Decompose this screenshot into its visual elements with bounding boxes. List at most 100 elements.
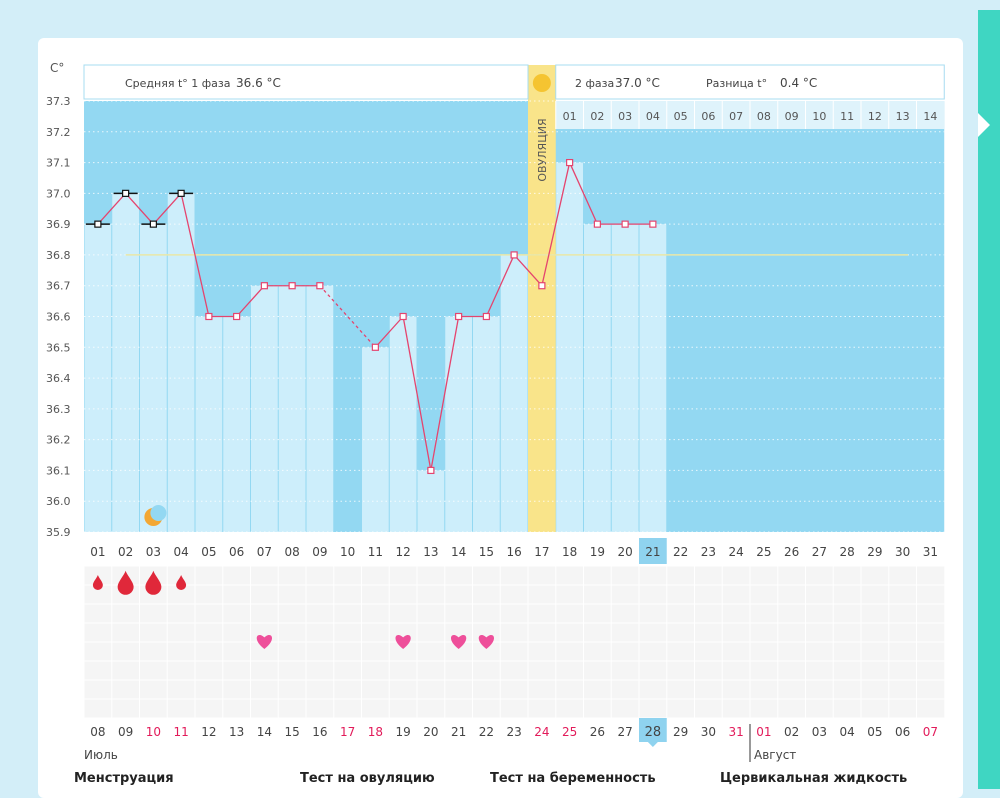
- calendar-date[interactable]: 27: [617, 725, 632, 739]
- cycle-day-label[interactable]: 01: [90, 545, 105, 559]
- cycle-day-label[interactable]: 09: [312, 545, 327, 559]
- calendar-date[interactable]: 05: [867, 725, 882, 739]
- calendar-date[interactable]: 31: [728, 725, 743, 739]
- calendar-date[interactable]: 17: [340, 725, 355, 739]
- cycle-day-label[interactable]: 24: [728, 545, 743, 559]
- temperature-point[interactable]: [566, 158, 574, 167]
- heart-icon[interactable]: [478, 634, 495, 649]
- temperature-point[interactable]: [510, 251, 518, 259]
- cycle-day-label[interactable]: 11: [368, 545, 383, 559]
- calendar-date[interactable]: 09: [118, 725, 133, 739]
- today-highlight[interactable]: [639, 718, 667, 742]
- temperature-point[interactable]: [94, 220, 102, 228]
- calendar-date[interactable]: 02: [784, 725, 799, 739]
- calendar-date[interactable]: 26: [590, 725, 605, 739]
- temperature-point[interactable]: [649, 220, 657, 228]
- cycle-day-label[interactable]: 20: [617, 545, 632, 559]
- cycle-day-label[interactable]: 31: [923, 545, 938, 559]
- cycle-day-label[interactable]: 15: [479, 545, 494, 559]
- cycle-day-label[interactable]: 07: [257, 545, 272, 559]
- cycle-day-label[interactable]: 13: [423, 545, 438, 559]
- cycle-day-label[interactable]: 18: [562, 545, 577, 559]
- calendar-date[interactable]: 06: [895, 725, 910, 739]
- next-arrow-icon[interactable]: [978, 113, 990, 137]
- temperature-point[interactable]: [177, 189, 185, 197]
- heart-icon[interactable]: [256, 634, 273, 649]
- cycle-day-label[interactable]: 22: [673, 545, 688, 559]
- cycle-day-label[interactable]: 21: [645, 545, 660, 559]
- calendar-date[interactable]: 01: [756, 725, 771, 739]
- cycle-day-label[interactable]: 19: [590, 545, 605, 559]
- calendar-date[interactable]: 03: [812, 725, 827, 739]
- calendar-date[interactable]: 29: [673, 725, 688, 739]
- calendar-date[interactable]: 24: [534, 725, 549, 739]
- cycle-day-label[interactable]: 05: [201, 545, 216, 559]
- cycle-day-label[interactable]: 14: [451, 545, 466, 559]
- cycle-day-label[interactable]: 17: [534, 545, 549, 559]
- calendar-date[interactable]: 13: [229, 725, 244, 739]
- cycle-day-label[interactable]: 26: [784, 545, 799, 559]
- cycle-day-label[interactable]: 29: [867, 545, 882, 559]
- temperature-point[interactable]: [427, 466, 435, 475]
- cycle-day-label[interactable]: 10: [340, 545, 355, 559]
- calendar-date[interactable]: 20: [423, 725, 438, 739]
- temperature-bar: [362, 347, 389, 532]
- calendar-date[interactable]: 22: [479, 725, 494, 739]
- cycle-day-label[interactable]: 03: [146, 545, 161, 559]
- legend-item[interactable]: Тест на беременность: [490, 771, 656, 786]
- temperature-point[interactable]: [260, 282, 268, 290]
- cycle-day-label[interactable]: 30: [895, 545, 910, 559]
- temperature-point[interactable]: [288, 282, 296, 290]
- blood-drop-icon[interactable]: [176, 575, 187, 590]
- calendar-date[interactable]: 15: [284, 725, 299, 739]
- temperature-point[interactable]: [149, 220, 157, 228]
- calendar-date[interactable]: 04: [839, 725, 854, 739]
- calendar-date[interactable]: 28: [645, 725, 662, 740]
- calendar-date[interactable]: 08: [90, 725, 105, 739]
- cycle-day-label[interactable]: 27: [812, 545, 827, 559]
- calendar-date[interactable]: 11: [173, 725, 188, 739]
- heart-icon[interactable]: [450, 634, 467, 649]
- temperature-point[interactable]: [399, 312, 407, 321]
- cycle-day-label[interactable]: 16: [506, 545, 521, 559]
- cycle-day-label[interactable]: 25: [756, 545, 771, 559]
- calendar-date[interactable]: 19: [395, 725, 410, 739]
- cycle-day-label[interactable]: 06: [229, 545, 244, 559]
- temperature-point[interactable]: [482, 312, 490, 321]
- temperature-point[interactable]: [205, 312, 213, 321]
- cycle-day-label[interactable]: 12: [395, 545, 410, 559]
- calendar-date[interactable]: 25: [562, 725, 577, 739]
- temperature-point[interactable]: [538, 282, 546, 290]
- cycle-day-label[interactable]: 04: [173, 545, 188, 559]
- legend-item[interactable]: Тест на овуляцию: [300, 771, 435, 786]
- calendar-date[interactable]: 10: [146, 725, 161, 739]
- heart-icon[interactable]: [395, 634, 411, 649]
- temperature-point[interactable]: [371, 343, 379, 351]
- blood-drop-icon[interactable]: [145, 570, 162, 595]
- calendar-date[interactable]: 07: [923, 725, 938, 739]
- temperature-point[interactable]: [455, 312, 463, 321]
- temperature-point[interactable]: [593, 220, 601, 228]
- calendar-date[interactable]: 12: [201, 725, 216, 739]
- blood-drop-icon[interactable]: [92, 575, 103, 590]
- cycle-day-label[interactable]: 02: [118, 545, 133, 559]
- cycle-day-label[interactable]: 23: [701, 545, 716, 559]
- legend-item[interactable]: Цервикальная жидкость: [720, 771, 907, 786]
- calendar-date[interactable]: 16: [312, 725, 327, 739]
- temperature-bar: [639, 224, 667, 532]
- side-panel[interactable]: [978, 10, 1000, 789]
- calendar-date[interactable]: 23: [506, 725, 521, 739]
- temperature-point[interactable]: [233, 312, 241, 321]
- temperature-point[interactable]: [122, 189, 130, 197]
- current-day-highlight[interactable]: [639, 538, 667, 564]
- cycle-day-label[interactable]: 08: [284, 545, 299, 559]
- calendar-date[interactable]: 21: [451, 725, 466, 739]
- temperature-point[interactable]: [316, 282, 324, 290]
- calendar-date[interactable]: 30: [701, 725, 716, 739]
- blood-drop-icon[interactable]: [117, 570, 134, 595]
- cycle-day-label[interactable]: 28: [839, 545, 854, 559]
- calendar-date[interactable]: 18: [368, 725, 383, 739]
- temperature-point[interactable]: [621, 220, 629, 228]
- calendar-date[interactable]: 14: [257, 725, 272, 739]
- legend-item[interactable]: Менструация: [74, 771, 174, 786]
